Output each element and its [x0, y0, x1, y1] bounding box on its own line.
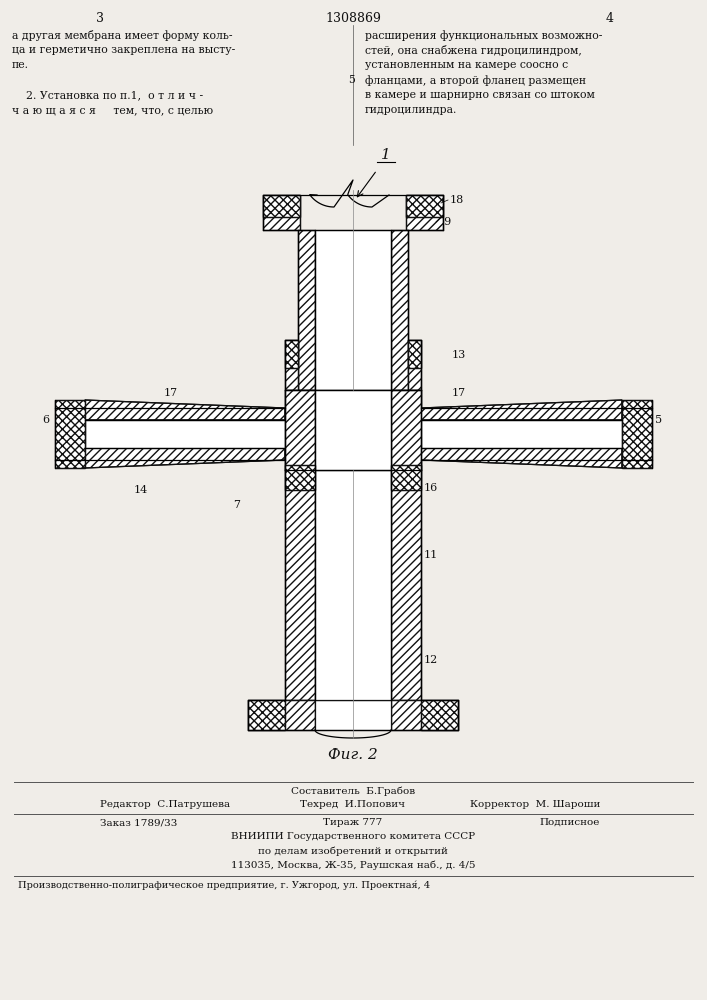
Text: ца и герметично закреплена на высту-: ца и герметично закреплена на высту- — [12, 45, 235, 55]
Polygon shape — [285, 390, 315, 470]
Text: в камере и шарнирно связан со штоком: в камере и шарнирно связан со штоком — [365, 90, 595, 100]
Polygon shape — [391, 700, 458, 730]
Polygon shape — [285, 465, 315, 490]
Text: 15: 15 — [518, 405, 532, 415]
Text: Корректор  М. Шароши: Корректор М. Шароши — [469, 800, 600, 809]
Polygon shape — [315, 390, 391, 470]
Polygon shape — [391, 390, 421, 470]
Text: 5: 5 — [655, 415, 662, 425]
Polygon shape — [421, 448, 622, 468]
Polygon shape — [248, 700, 285, 730]
Text: 17: 17 — [164, 388, 178, 398]
Text: 13: 13 — [452, 350, 466, 360]
Polygon shape — [408, 340, 421, 390]
Text: 14: 14 — [134, 485, 148, 495]
Text: Составитель  Б.Грабов: Составитель Б.Грабов — [291, 786, 415, 796]
Text: расширения функциональных возможно-: расширения функциональных возможно- — [365, 30, 602, 41]
Text: 1308869: 1308869 — [325, 12, 381, 25]
Text: 2. Установка по п.1,  о т л и ч -: 2. Установка по п.1, о т л и ч - — [12, 90, 203, 100]
Polygon shape — [285, 340, 298, 390]
Text: стей, она снабжена гидроцилиндром,: стей, она снабжена гидроцилиндром, — [365, 45, 582, 56]
Polygon shape — [391, 390, 421, 470]
Text: 5: 5 — [349, 75, 356, 85]
Text: 3: 3 — [96, 12, 104, 25]
Polygon shape — [55, 400, 85, 468]
Polygon shape — [315, 230, 391, 390]
Polygon shape — [315, 700, 391, 730]
Text: ч а ю щ а я с я     тем, что, с целью: ч а ю щ а я с я тем, что, с целью — [12, 105, 213, 115]
Polygon shape — [406, 195, 443, 217]
Text: 113035, Москва, Ж-35, Раушская наб., д. 4/5: 113035, Москва, Ж-35, Раушская наб., д. … — [230, 860, 475, 869]
Polygon shape — [421, 400, 622, 420]
Text: 12: 12 — [424, 655, 438, 665]
Polygon shape — [85, 448, 285, 468]
Text: Тираж 777: Тираж 777 — [323, 818, 382, 827]
Text: Фиг. 2: Фиг. 2 — [328, 748, 378, 762]
Polygon shape — [263, 195, 300, 217]
Polygon shape — [408, 340, 421, 368]
Polygon shape — [391, 230, 408, 390]
Text: Подписное: Подписное — [539, 818, 600, 827]
Polygon shape — [298, 230, 315, 390]
Text: гидроцилиндра.: гидроцилиндра. — [365, 105, 457, 115]
Polygon shape — [248, 700, 315, 730]
Polygon shape — [285, 390, 315, 470]
Text: Редактор  С.Патрушева: Редактор С.Патрушева — [100, 800, 230, 809]
Text: установленным на камере соосно с: установленным на камере соосно с — [365, 60, 568, 70]
Polygon shape — [421, 700, 458, 730]
Text: Заказ 1789/33: Заказ 1789/33 — [100, 818, 177, 827]
Text: 1: 1 — [381, 148, 391, 162]
Text: ВНИИПИ Государственного комитета СССР: ВНИИПИ Государственного комитета СССР — [231, 832, 475, 841]
Polygon shape — [391, 465, 421, 490]
Polygon shape — [622, 400, 652, 468]
Text: 17: 17 — [452, 388, 466, 398]
Text: 4: 4 — [606, 12, 614, 25]
Polygon shape — [391, 470, 421, 700]
Text: Производственно-полиграфическое предприятие, г. Ужгород, ул. Проектная́, 4: Производственно-полиграфическое предприя… — [18, 880, 430, 890]
Text: 11: 11 — [424, 550, 438, 560]
Text: по делам изобретений и открытий: по делам изобретений и открытий — [258, 846, 448, 856]
Text: 7: 7 — [233, 500, 240, 510]
Text: Техред  И.Попович: Техред И.Попович — [300, 800, 406, 809]
Polygon shape — [263, 195, 300, 230]
Polygon shape — [421, 420, 622, 448]
Polygon shape — [315, 470, 391, 700]
Text: 6: 6 — [42, 415, 49, 425]
Polygon shape — [85, 420, 285, 448]
Text: пе.: пе. — [12, 60, 29, 70]
Polygon shape — [85, 400, 285, 420]
Polygon shape — [285, 470, 315, 700]
Polygon shape — [285, 340, 298, 368]
Text: 19: 19 — [438, 217, 452, 227]
Text: 16: 16 — [424, 483, 438, 493]
Text: 18: 18 — [450, 195, 464, 205]
Polygon shape — [315, 390, 391, 470]
Text: а другая мембрана имеет форму коль-: а другая мембрана имеет форму коль- — [12, 30, 233, 41]
Text: фланцами, а второй фланец размещен: фланцами, а второй фланец размещен — [365, 75, 586, 86]
Polygon shape — [406, 195, 443, 230]
